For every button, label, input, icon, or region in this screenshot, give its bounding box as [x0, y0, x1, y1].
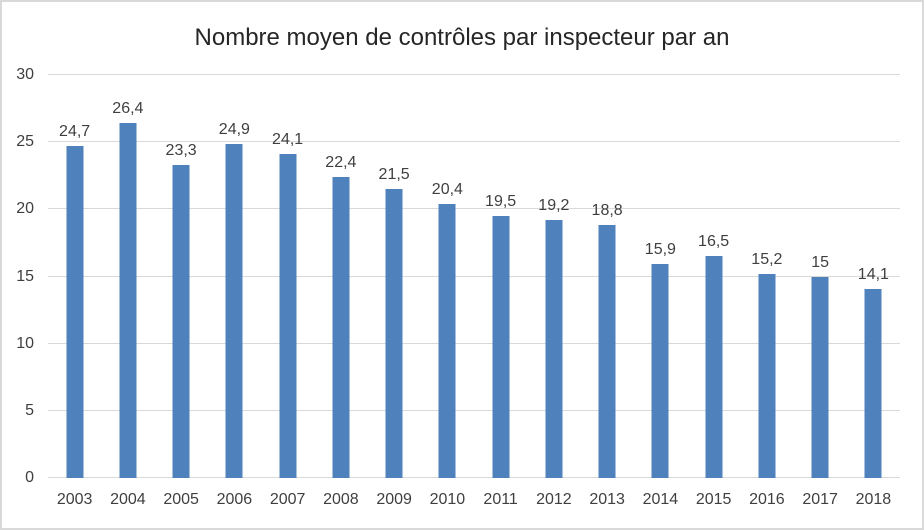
x-tick-label-2008: 2008	[323, 491, 359, 508]
gridline-0	[48, 477, 900, 478]
bar-value-label-2011: 19,5	[485, 193, 517, 211]
bar-value-label-2009: 21,5	[378, 166, 410, 184]
bar-value-label-2017: 15	[811, 253, 830, 271]
y-tick-label-10: 10	[16, 334, 34, 352]
x-tick-label-2003: 2003	[56, 491, 93, 508]
bar-2014	[651, 264, 669, 478]
bar-value-label-2006: 24,9	[218, 120, 250, 138]
bar-value-label-2007: 24,1	[272, 131, 304, 149]
bar-2009	[385, 189, 403, 478]
x-tick-label-2015: 2015	[695, 491, 732, 508]
bar-2013	[598, 225, 616, 478]
bar-2011	[492, 216, 510, 478]
y-axis-labels: 0 5 10 15 20 25 30	[2, 67, 40, 486]
bar-slot-2018: 14,1	[847, 75, 900, 478]
x-tick-label-2014: 2014	[642, 491, 679, 508]
bar-value-label-2010: 20,4	[431, 180, 463, 198]
x-tick-label-2006: 2006	[216, 491, 253, 508]
bar-slot-2004: 26,4	[101, 75, 154, 478]
bar-2008	[332, 177, 350, 478]
bar-slot-2016: 15,2	[740, 75, 793, 478]
gridline-10	[48, 342, 900, 344]
bars-layer: 24,7 26,4 23,3 24,9 24,1 22,4 21,5 20,4 19,5 19,2…	[48, 75, 900, 478]
bar-value-label-2013: 18,8	[591, 202, 623, 220]
gridline-25	[48, 141, 900, 143]
bar-value-label-2014: 15,9	[644, 241, 676, 259]
bar-slot-2012: 19,2	[527, 75, 580, 478]
bar-slot-2015: 16,5	[687, 75, 740, 478]
bar-2004	[119, 123, 137, 478]
y-tick-label-30: 30	[16, 66, 34, 83]
bar-slot-2011: 19,5	[474, 75, 527, 478]
bar-2005	[172, 165, 190, 478]
x-tick-label-2009: 2009	[376, 491, 412, 508]
bar-value-label-2015: 16,5	[698, 233, 730, 251]
y-tick-label-25: 25	[16, 133, 34, 151]
chart-title: Nombre moyen de contrôles par inspecteur…	[194, 24, 730, 51]
bar-value-label-2018: 14,1	[857, 265, 889, 283]
plot-area: 24,7 26,4 23,3 24,9 24,1 22,4 21,5 20,4 19,5 19,2…	[48, 74, 900, 478]
bar-value-label-2016: 15,2	[751, 250, 783, 268]
x-tick-label-2004: 2004	[110, 491, 146, 508]
gridline-5	[48, 409, 900, 411]
bar-slot-2005: 23,3	[155, 75, 208, 478]
bar-slot-2003: 24,7	[48, 75, 101, 478]
x-tick-label-2016: 2016	[749, 491, 785, 508]
bar-2016	[758, 273, 776, 478]
bar-value-label-2012: 19,2	[538, 197, 570, 215]
y-tick-label-0: 0	[25, 469, 34, 486]
bar-value-label-2004: 26,4	[112, 100, 144, 118]
bar-2006	[225, 143, 243, 478]
x-tick-label-2018: 2018	[855, 491, 892, 508]
y-tick-label-15: 15	[16, 267, 34, 285]
y-tick-label-20: 20	[16, 200, 34, 218]
bar-slot-2007: 24,1	[261, 75, 314, 478]
bar-slot-2008: 22,4	[314, 75, 367, 478]
y-tick-label-5: 5	[25, 401, 34, 419]
bar-2017	[811, 276, 829, 478]
x-tick-label-2017: 2017	[802, 491, 838, 508]
x-tick-label-2011: 2011	[483, 491, 518, 508]
bar-slot-2014: 15,9	[634, 75, 687, 478]
gridline-15	[48, 275, 900, 277]
bar-2003	[66, 146, 84, 478]
bar-2010	[438, 203, 456, 478]
x-tick-label-2005: 2005	[163, 491, 199, 508]
bar-2007	[279, 154, 297, 478]
bar-slot-2017: 15	[794, 75, 847, 478]
bar-value-label-2005: 23,3	[165, 142, 197, 160]
bar-2018	[864, 288, 882, 478]
x-axis-labels: 2003 2004 2005 2006 2007 2008 2009 2010 2011 2012…	[48, 491, 900, 509]
x-tick-label-2012: 2012	[536, 491, 572, 508]
bar-value-label-2003: 24,7	[59, 123, 91, 141]
bar-value-label-2008: 22,4	[325, 154, 357, 172]
bar-slot-2013: 18,8	[581, 75, 634, 478]
gridline-30	[48, 74, 900, 75]
x-tick-label-2007: 2007	[269, 491, 306, 508]
bar-2012	[545, 220, 563, 478]
bar-slot-2006: 24,9	[208, 75, 261, 478]
gridline-20	[48, 208, 900, 210]
x-tick-label-2010: 2010	[429, 491, 466, 508]
bar-slot-2009: 21,5	[368, 75, 421, 478]
bar-2015	[705, 256, 723, 478]
x-tick-label-2013: 2013	[589, 491, 625, 508]
bar-slot-2010: 20,4	[421, 75, 474, 478]
